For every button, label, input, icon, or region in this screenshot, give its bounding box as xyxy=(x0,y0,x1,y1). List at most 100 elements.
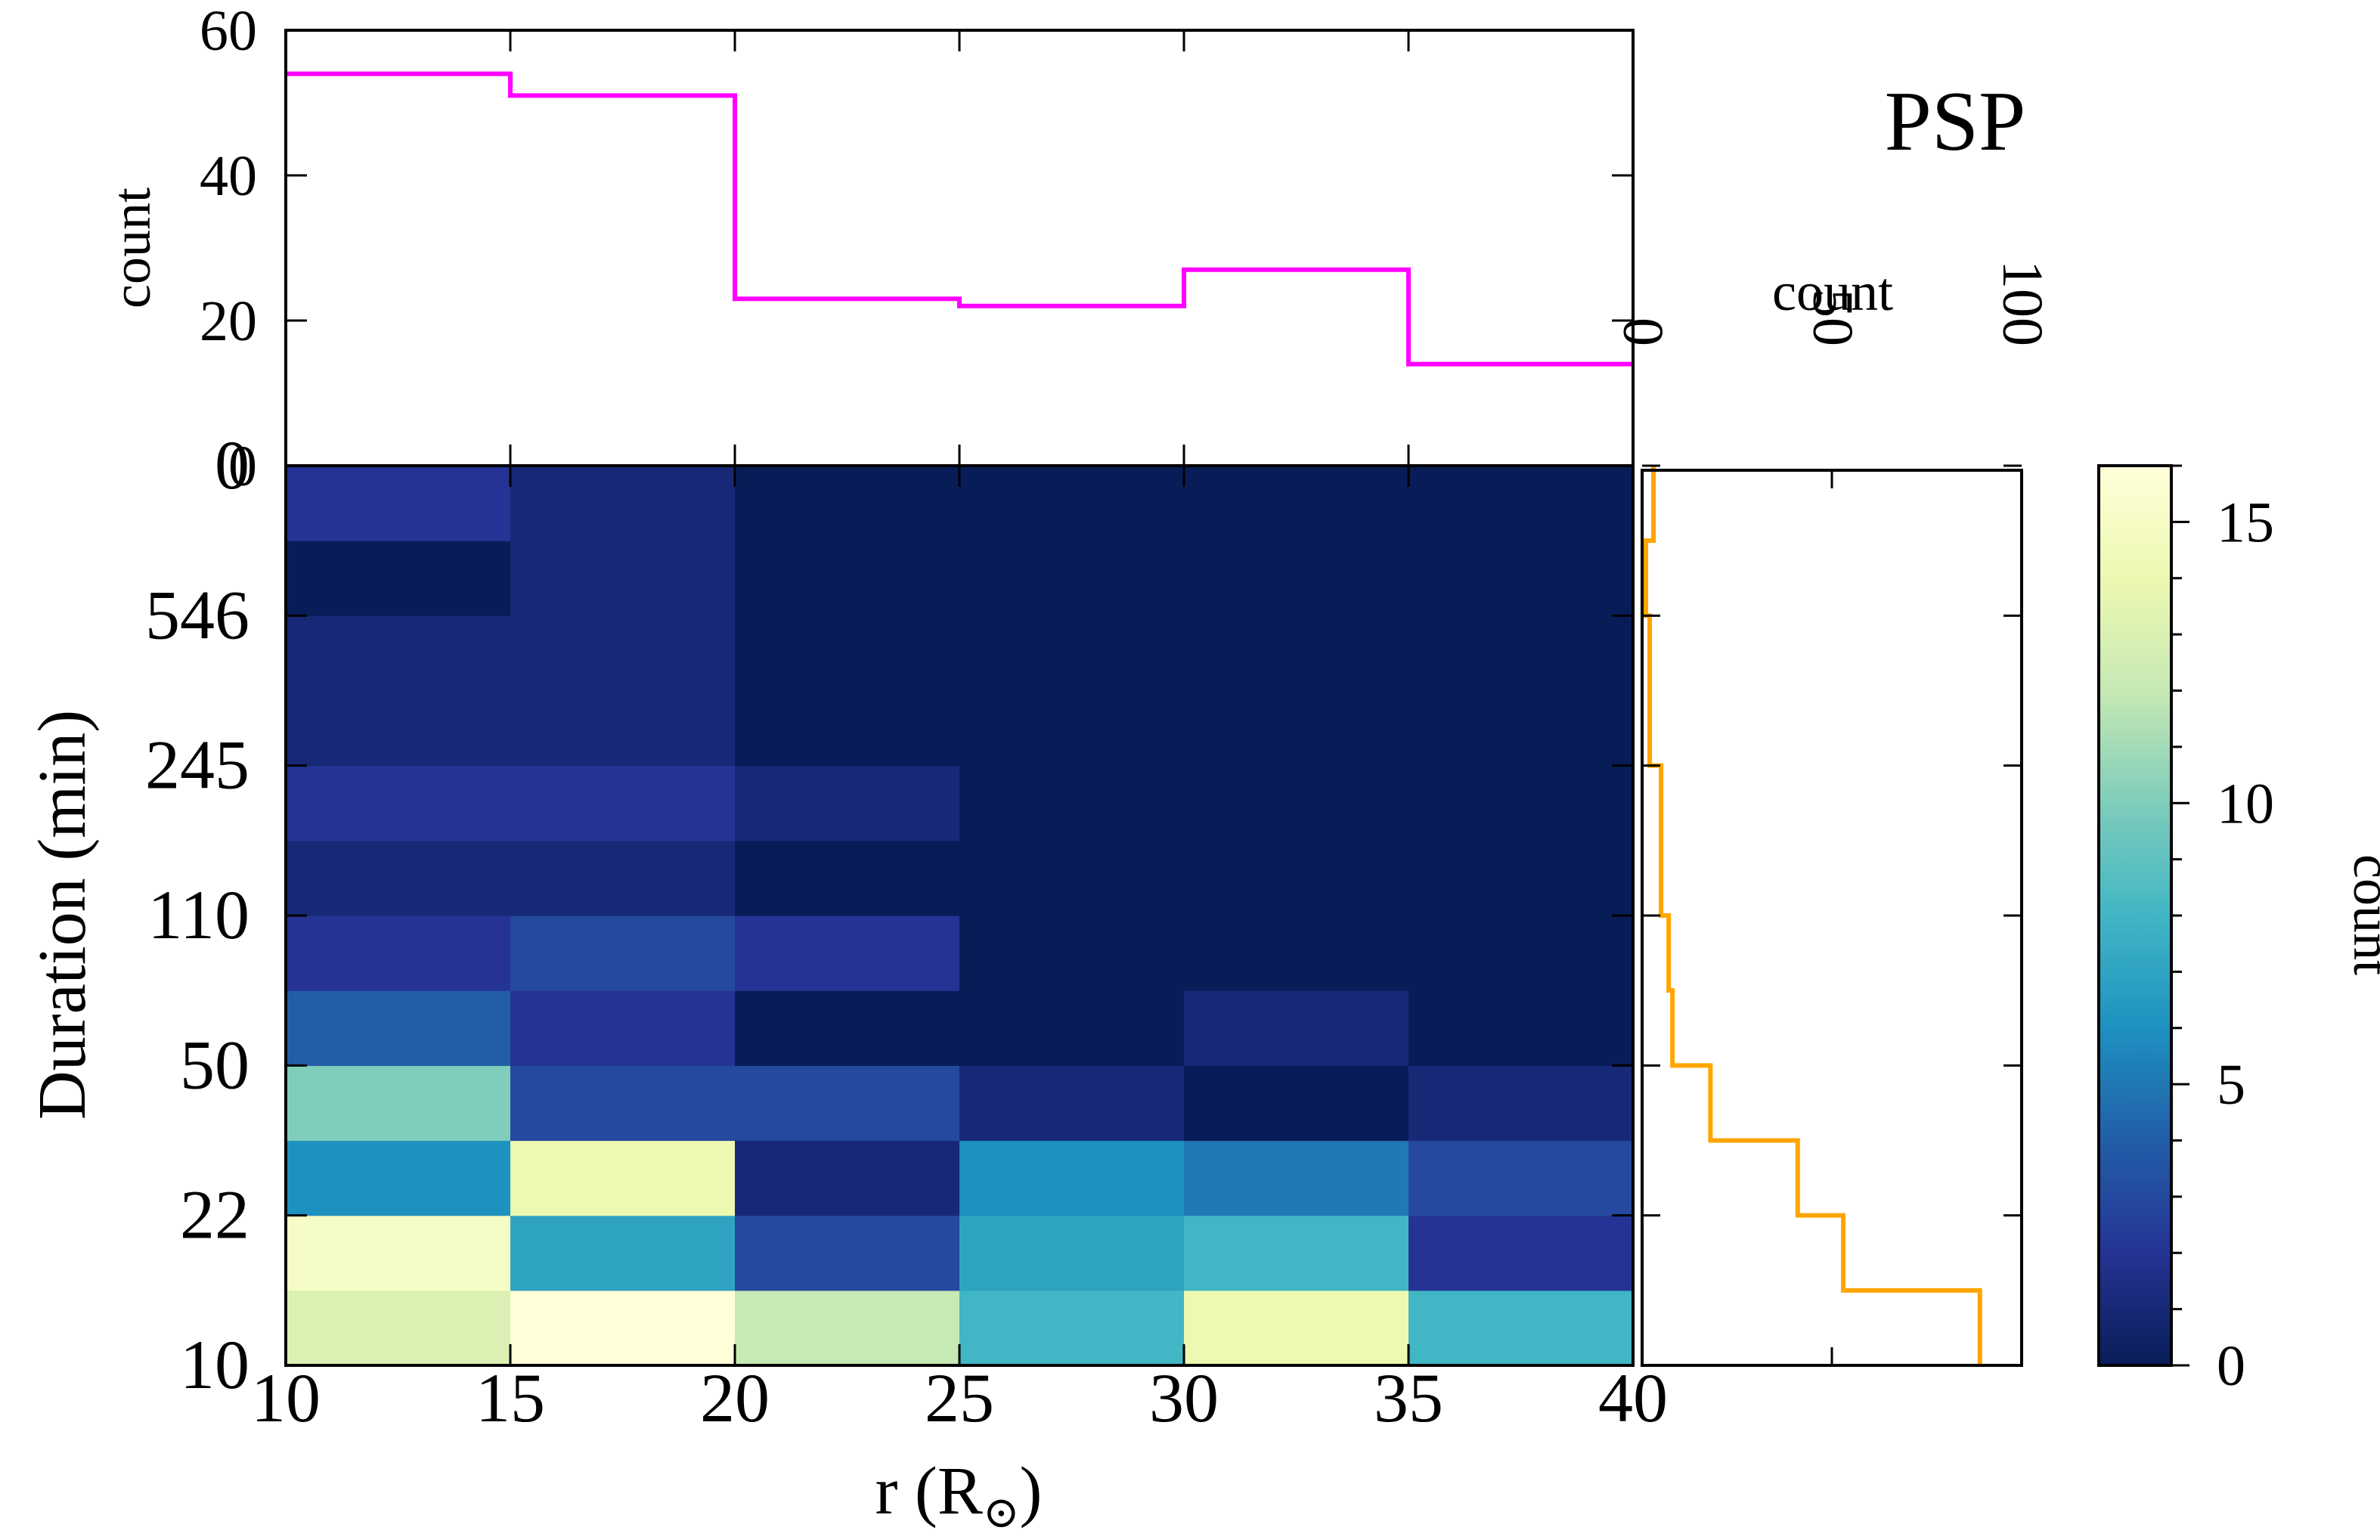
top-y-tick-label: 40 xyxy=(200,144,257,208)
heatmap-cell xyxy=(286,1215,511,1291)
side-histogram-frame xyxy=(1641,469,2023,1367)
heatmap-cell xyxy=(1184,541,1409,616)
side-x-tick-label: 50 xyxy=(1801,289,1864,346)
heatmap-cell xyxy=(286,840,511,916)
heatmap-cell xyxy=(959,541,1185,616)
heatmap-cell xyxy=(959,690,1185,767)
heatmap-cell xyxy=(959,466,1185,541)
heatmap-y-tick-label: 22 xyxy=(180,1176,249,1253)
heatmap-cell xyxy=(735,615,960,692)
heatmap-cell xyxy=(510,615,736,692)
colorbar-tick-label: 0 xyxy=(2217,1334,2245,1398)
heatmap-x-tick-label: 15 xyxy=(476,1359,545,1436)
heatmap-cell xyxy=(510,765,736,841)
top-histogram-ticks: 0 20 40 60 xyxy=(200,0,1635,498)
heatmap-x-tick-label: 20 xyxy=(700,1359,770,1436)
colorbar-tick-label: 10 xyxy=(2217,772,2274,835)
heatmap-y-tick-label: 10 xyxy=(180,1326,249,1403)
top-histogram-step-line xyxy=(286,71,1633,367)
side-histogram-step-line xyxy=(1644,466,1982,1365)
colorbar-tick-label: 5 xyxy=(2217,1053,2245,1117)
heatmap-cell xyxy=(286,690,511,767)
heatmap-cell xyxy=(735,840,960,916)
heatmap-y-tick-label: 0 xyxy=(215,426,249,504)
heatmap-x-tick-label: 35 xyxy=(1374,1359,1443,1436)
heatmap-cell xyxy=(510,1215,736,1291)
heatmap-y-tick-label: 245 xyxy=(145,727,249,804)
heatmap-cell xyxy=(286,1140,511,1216)
heatmap-cell xyxy=(1184,1290,1409,1366)
heatmap-cell xyxy=(1408,1215,1634,1291)
heatmap-cell xyxy=(510,541,736,616)
heatmap-cell xyxy=(959,765,1185,841)
heatmap-xlabel: r (R⊙) xyxy=(875,1454,1042,1537)
heatmap-cell xyxy=(286,1065,511,1142)
side-x-tick-label: 0 xyxy=(1611,318,1675,346)
heatmap-cell xyxy=(735,916,960,991)
heatmap-x-tick-label: 25 xyxy=(925,1359,994,1436)
heatmap-cell xyxy=(286,615,511,692)
top-y-tick-label: 0 xyxy=(228,435,257,498)
heatmap-cell xyxy=(1184,1140,1409,1216)
heatmap-cell xyxy=(510,916,736,991)
heatmap-cell xyxy=(735,466,960,541)
top-histogram-ylabel: count xyxy=(101,187,162,308)
heatmap-cell xyxy=(510,1140,736,1216)
colorbar-gradient xyxy=(2099,466,2171,1365)
heatmap-cell xyxy=(510,840,736,916)
heatmap-cell xyxy=(286,765,511,841)
heatmap-cell xyxy=(286,1290,511,1366)
heatmap-cell xyxy=(286,916,511,991)
heatmap-cell xyxy=(1408,466,1634,541)
top-y-tick-label: 60 xyxy=(200,0,257,63)
sun-symbol: ⊙ xyxy=(983,1488,1020,1537)
heatmap-x-tick-label: 10 xyxy=(251,1359,321,1436)
heatmap-cell xyxy=(1408,615,1634,692)
heatmap-cell xyxy=(510,990,736,1066)
heatmap-y-tick-label: 50 xyxy=(180,1026,249,1103)
heatmap-cell xyxy=(1184,765,1409,841)
heatmap-cell xyxy=(959,840,1185,916)
heatmap-cell xyxy=(959,1140,1185,1216)
heatmap: 10 15 20 25 30 35 40 10 22 50 110 245 546 0 r (R⊙) Du… xyxy=(25,426,1668,1537)
heatmap-cell xyxy=(735,1065,960,1142)
side-histogram-ticks: 0 50 100 xyxy=(1611,260,2054,1367)
panel-title: PSP xyxy=(1885,75,2026,169)
heatmap-cell xyxy=(959,1290,1185,1366)
heatmap-cells xyxy=(286,466,1634,1366)
heatmap-y-tick-label: 110 xyxy=(147,876,249,953)
heatmap-cell xyxy=(959,990,1185,1066)
heatmap-cell xyxy=(1408,840,1634,916)
heatmap-cell xyxy=(1184,990,1409,1066)
heatmap-cell xyxy=(1408,1065,1634,1142)
heatmap-cell xyxy=(1184,1065,1409,1142)
heatmap-cell xyxy=(1184,615,1409,692)
heatmap-cell xyxy=(959,916,1185,991)
heatmap-cell xyxy=(1408,990,1634,1066)
heatmap-cell xyxy=(735,1140,960,1216)
heatmap-cell xyxy=(286,466,511,541)
heatmap-cell xyxy=(959,615,1185,692)
colorbar-tick-label: 15 xyxy=(2217,491,2274,554)
heatmap-cell xyxy=(735,1290,960,1366)
heatmap-x-tick-label: 30 xyxy=(1149,1359,1219,1436)
side-histogram: 0 50 100 count xyxy=(1611,260,2054,1367)
heatmap-x-tick-label: 40 xyxy=(1598,1359,1668,1436)
heatmap-ylabel: Duration (min) xyxy=(25,710,100,1120)
heatmap-ticks: 10 15 20 25 30 35 40 10 22 50 110 245 546 0 xyxy=(145,426,1668,1436)
heatmap-cell xyxy=(1184,1215,1409,1291)
heatmap-cell xyxy=(1408,541,1634,616)
heatmap-cell xyxy=(510,1065,736,1142)
heatmap-cell xyxy=(1408,1140,1634,1216)
heatmap-cell xyxy=(1184,840,1409,916)
heatmap-cell xyxy=(286,990,511,1066)
side-histogram-xlabel: count xyxy=(1772,262,1893,322)
side-x-tick-label: 100 xyxy=(1991,260,2054,346)
heatmap-cell xyxy=(1408,916,1634,991)
heatmap-cell xyxy=(1184,690,1409,767)
colorbar-label: count xyxy=(2342,854,2380,975)
heatmap-cell xyxy=(1184,916,1409,991)
heatmap-cell xyxy=(735,990,960,1066)
top-histogram: 0 20 40 60 count xyxy=(101,0,1635,498)
heatmap-cell xyxy=(510,690,736,767)
